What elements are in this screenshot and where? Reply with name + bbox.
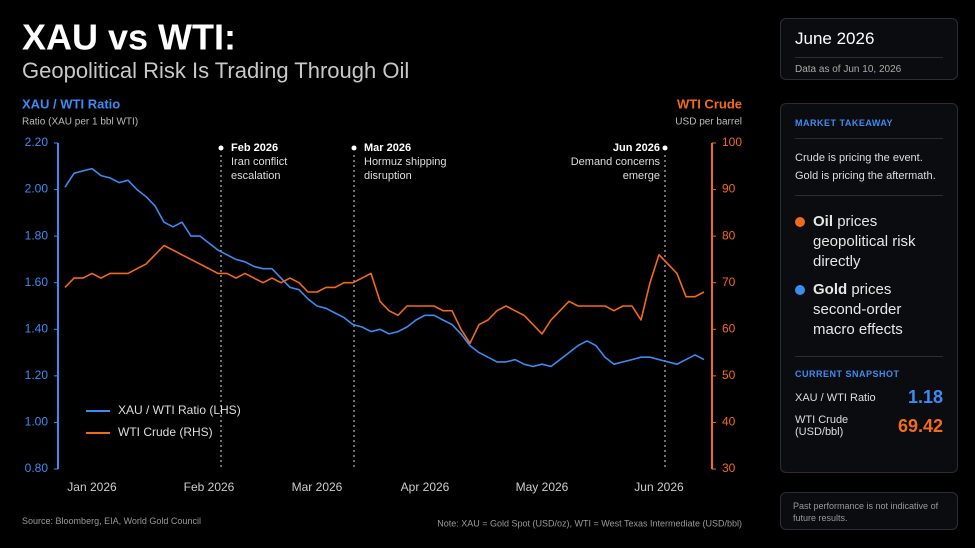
snapshot-label: WTI Crude (USD/bbl) xyxy=(795,414,849,438)
y-tick-label: 1.80 xyxy=(25,228,49,242)
bullet-rest: prices second-order macro effects xyxy=(813,281,903,338)
annotation-text: emerge xyxy=(623,170,660,182)
annotation-label: Feb 2026 xyxy=(231,142,278,154)
bullet-rest: prices geopolitical risk directly xyxy=(813,213,916,270)
takeaway-box: MARKET TAKEAWAY Crude is pricing the eve… xyxy=(780,103,958,473)
source-text: Bloomberg, EIA, World Gold Council xyxy=(55,516,201,526)
y2-tick-label: 50 xyxy=(722,368,736,382)
annotation-label: Mar 2026 xyxy=(364,142,411,154)
y-axis-label: XAU / WTI Ratio xyxy=(22,96,120,111)
y2-tick-label: 90 xyxy=(722,182,736,196)
snapshot-label: XAU / WTI Ratio xyxy=(795,391,876,404)
source-prefix: Source: xyxy=(22,516,54,526)
bullets: Oil prices geopolitical risk directly Gol… xyxy=(795,195,943,356)
x-tick-label: Mar 2026 xyxy=(292,480,343,494)
annotation-text: Iran conflict xyxy=(231,156,287,168)
takeaway-title: MARKET TAKEAWAY xyxy=(795,118,894,128)
title: XAU vs WTI: xyxy=(22,17,236,58)
snapshot-rows: XAU / WTI Ratio 1.18 WTI Crude (USD/bbl) 69… xyxy=(795,387,943,438)
series-line xyxy=(64,244,705,345)
y-tick-label: 2.20 xyxy=(25,135,49,149)
as-of: Data as of Jun 10, 2026 xyxy=(795,57,943,75)
y-tick-label: 2.00 xyxy=(25,182,49,196)
annotation-dot xyxy=(218,145,224,151)
disclaimer: Past performance is not indicative of fu… xyxy=(780,492,958,530)
y-tick-label: 1.60 xyxy=(25,275,49,289)
y-tick-label: 1.00 xyxy=(25,415,49,429)
takeaway-line: Gold is pricing the aftermath. xyxy=(795,170,936,182)
annotation-text: Demand concerns xyxy=(571,156,661,168)
annotation-dot xyxy=(662,145,668,151)
snapshot-row: XAU / WTI Ratio 1.18 xyxy=(795,387,943,408)
y2-tick-label: 40 xyxy=(722,415,736,429)
y2-axis-label: WTI Crude xyxy=(677,96,742,111)
y2-tick-label: 100 xyxy=(722,135,742,149)
source: Source: Bloomberg, EIA, World Gold Counc… xyxy=(22,516,201,526)
period: June 2026 xyxy=(795,29,875,48)
annotation-label: Jun 2026 xyxy=(613,142,660,154)
y2-axis-sublabel: USD per barrel xyxy=(675,117,742,128)
series-line xyxy=(64,167,705,368)
x-tick-label: Jan 2026 xyxy=(67,480,117,494)
period-box: June 2026 Data as of Jun 10, 2026 xyxy=(780,18,958,80)
y2-tick-label: 70 xyxy=(722,275,736,289)
x-tick-label: Jun 2026 xyxy=(634,480,684,494)
x-tick-label: Feb 2026 xyxy=(184,480,235,494)
y-axis-sublabel: Ratio (XAU per 1 bbl WTI) xyxy=(22,117,138,128)
bullet-text: Oil prices geopolitical risk directly xyxy=(813,212,943,272)
y2-tick-label: 80 xyxy=(722,228,736,242)
y-tick-label: 1.40 xyxy=(25,321,49,335)
annotation-text: escalation xyxy=(231,170,281,182)
bullet-text: Gold prices second-order macro effects xyxy=(813,280,943,340)
bullet: Gold prices second-order macro effects xyxy=(795,280,943,340)
y2-tick-label: 30 xyxy=(722,461,736,475)
takeaway-line: Crude is pricing the event. xyxy=(795,152,923,164)
bullet: Oil prices geopolitical risk directly xyxy=(795,212,943,272)
takeaway: Crude is pricing the event. Gold is pric… xyxy=(795,138,943,195)
subtitle: Geopolitical Risk Is Trading Through Oil xyxy=(22,58,409,83)
note: Note: XAU = Gold Spot (USD/oz), WTI = We… xyxy=(437,518,742,528)
legend-label: XAU / WTI Ratio (LHS) xyxy=(118,403,241,417)
snapshot: CURRENT SNAPSHOT XAU / WTI Ratio 1.18 WTI … xyxy=(795,356,943,438)
snapshot-value: 1.18 xyxy=(907,387,943,407)
snapshot-row: WTI Crude (USD/bbl) 69.42 xyxy=(795,414,943,438)
legend-label: WTI Crude (RHS) xyxy=(118,425,213,439)
y-tick-label: 0.80 xyxy=(25,461,49,475)
y-tick-label: 1.20 xyxy=(25,368,49,382)
bullet-dot xyxy=(795,217,805,227)
x-tick-label: Apr 2026 xyxy=(401,480,450,494)
bullet-dot xyxy=(795,285,805,295)
y2-tick-label: 60 xyxy=(722,321,736,335)
bullet-bold: Oil xyxy=(813,213,834,230)
annotation-dot xyxy=(351,145,357,151)
snapshot-title: CURRENT SNAPSHOT xyxy=(795,369,900,379)
bullet-bold: Gold xyxy=(813,281,848,298)
snapshot-value: 69.42 xyxy=(897,415,943,436)
annotation-text: Hormuz shipping xyxy=(364,156,447,168)
annotation-text: disruption xyxy=(364,170,412,182)
x-tick-label: May 2026 xyxy=(516,480,569,494)
